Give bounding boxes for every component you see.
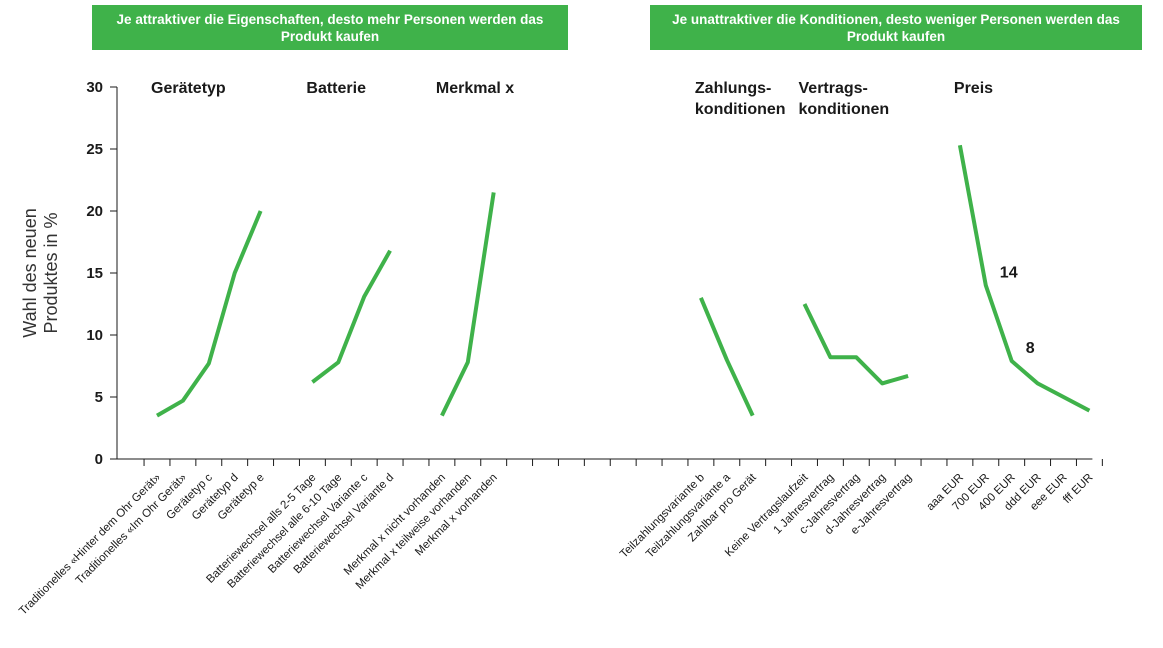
- group-title-line: konditionen: [799, 101, 890, 118]
- y-tick-label: 10: [86, 327, 103, 344]
- x-category-label: Traditionelles «Im Ohr Gerät»: [74, 472, 189, 587]
- group-title: Gerätetyp: [151, 80, 226, 97]
- banner-left-text: Je attraktiver die Eigenschaften, desto …: [116, 11, 544, 44]
- group-title-line: Vertrags-: [799, 80, 868, 97]
- y-tick-label: 25: [86, 141, 103, 158]
- series-line: [440, 192, 496, 417]
- series-line: [957, 144, 1091, 413]
- y-axis-title-line: Wahl des neuen: [20, 208, 40, 337]
- y-axis-title-line: Produktes in %: [41, 212, 61, 333]
- group-title: Vertrags-konditionen: [799, 80, 890, 118]
- y-tick-label: 15: [86, 265, 103, 282]
- data-label: 8: [1026, 340, 1035, 357]
- group-title: Merkmal x: [436, 80, 514, 97]
- group-title-line: Merkmal x: [436, 80, 514, 97]
- y-axis-title: Wahl des neuenProduktes in %: [20, 208, 61, 337]
- banner-unattractive-conditions: Je unattraktiver die Konditionen, desto …: [650, 5, 1142, 50]
- group-title-line: Preis: [954, 80, 993, 97]
- y-tick-label: 30: [86, 79, 103, 96]
- group-title-line: Zahlungs-: [695, 80, 771, 97]
- group-title-line: konditionen: [695, 101, 786, 118]
- series-line: [802, 303, 909, 386]
- series-line: [156, 210, 263, 418]
- data-label: 14: [1000, 264, 1018, 281]
- series-line: [699, 297, 755, 417]
- banner-right-text: Je unattraktiver die Konditionen, desto …: [672, 11, 1120, 44]
- y-tick-label: 0: [95, 451, 103, 468]
- y-tick-label: 5: [95, 389, 103, 406]
- banner-attractive-features: Je attraktiver die Eigenschaften, desto …: [92, 5, 568, 50]
- group-title: Preis: [954, 80, 993, 97]
- x-category-label: Traditionelles «Hinter dem Ohr Gerät»: [17, 472, 163, 618]
- y-tick-label: 20: [86, 203, 103, 220]
- group-title-line: Gerätetyp: [151, 80, 226, 97]
- group-title: Zahlungs-konditionen: [695, 80, 786, 118]
- series-line: [311, 249, 392, 384]
- group-title-line: Batterie: [306, 80, 366, 97]
- group-title: Batterie: [306, 80, 366, 97]
